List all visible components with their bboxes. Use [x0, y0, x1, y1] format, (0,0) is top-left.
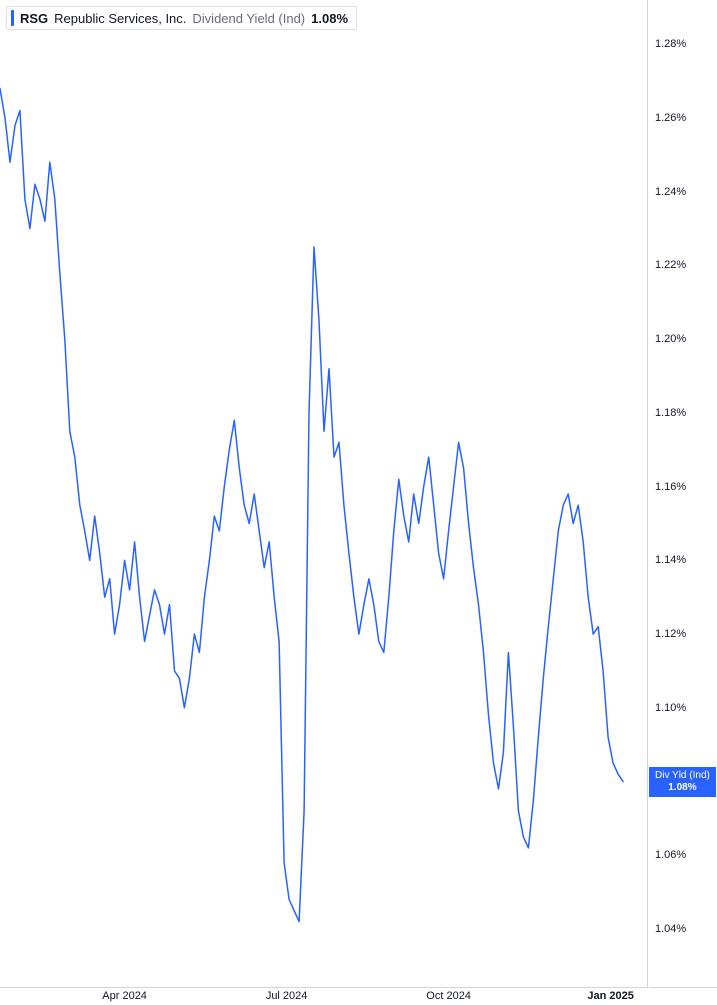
x-tick-label: Jan 2025	[587, 990, 633, 1002]
y-tick-label: 1.20%	[655, 333, 686, 345]
y-tick-label: 1.06%	[655, 849, 686, 861]
x-tick-label: Oct 2024	[426, 990, 471, 1002]
x-tick-label: Jul 2024	[266, 990, 308, 1002]
y-axis: 1.04% 1.06% 1.08% 1.10% 1.12% 1.14% 1.16% 1.18%…	[649, 0, 717, 988]
y-tick-label: 1.10%	[655, 702, 686, 714]
chart-legend: RSG Republic Services, Inc. Dividend Yie…	[6, 6, 357, 30]
y-tick-label: 1.12%	[655, 628, 686, 640]
metric-value: 1.08%	[311, 11, 348, 26]
x-axis: Apr 2024 Jul 2024 Oct 2024 Jan 2025	[0, 988, 648, 1005]
line-chart-svg	[0, 0, 648, 988]
x-tick-label: Apr 2024	[102, 990, 147, 1002]
y-tick-label: 1.16%	[655, 481, 686, 493]
y-tick-label: 1.04%	[655, 923, 686, 935]
value-tag-label: Div Yld (Ind)	[655, 770, 710, 782]
accent-bar	[11, 10, 14, 26]
company-name: Republic Services, Inc.	[54, 11, 186, 26]
y-tick-label: 1.28%	[655, 38, 686, 50]
ticker-symbol: RSG	[20, 11, 48, 26]
y-tick-label: 1.18%	[655, 407, 686, 419]
current-value-tag: Div Yld (Ind) 1.08%	[649, 767, 716, 797]
metric-label: Dividend Yield (Ind)	[192, 11, 305, 26]
y-tick-label: 1.14%	[655, 554, 686, 566]
value-tag-value: 1.08%	[655, 782, 710, 794]
y-tick-label: 1.22%	[655, 259, 686, 271]
chart-plot-area[interactable]	[0, 0, 648, 988]
y-tick-label: 1.24%	[655, 186, 686, 198]
y-tick-label: 1.26%	[655, 112, 686, 124]
